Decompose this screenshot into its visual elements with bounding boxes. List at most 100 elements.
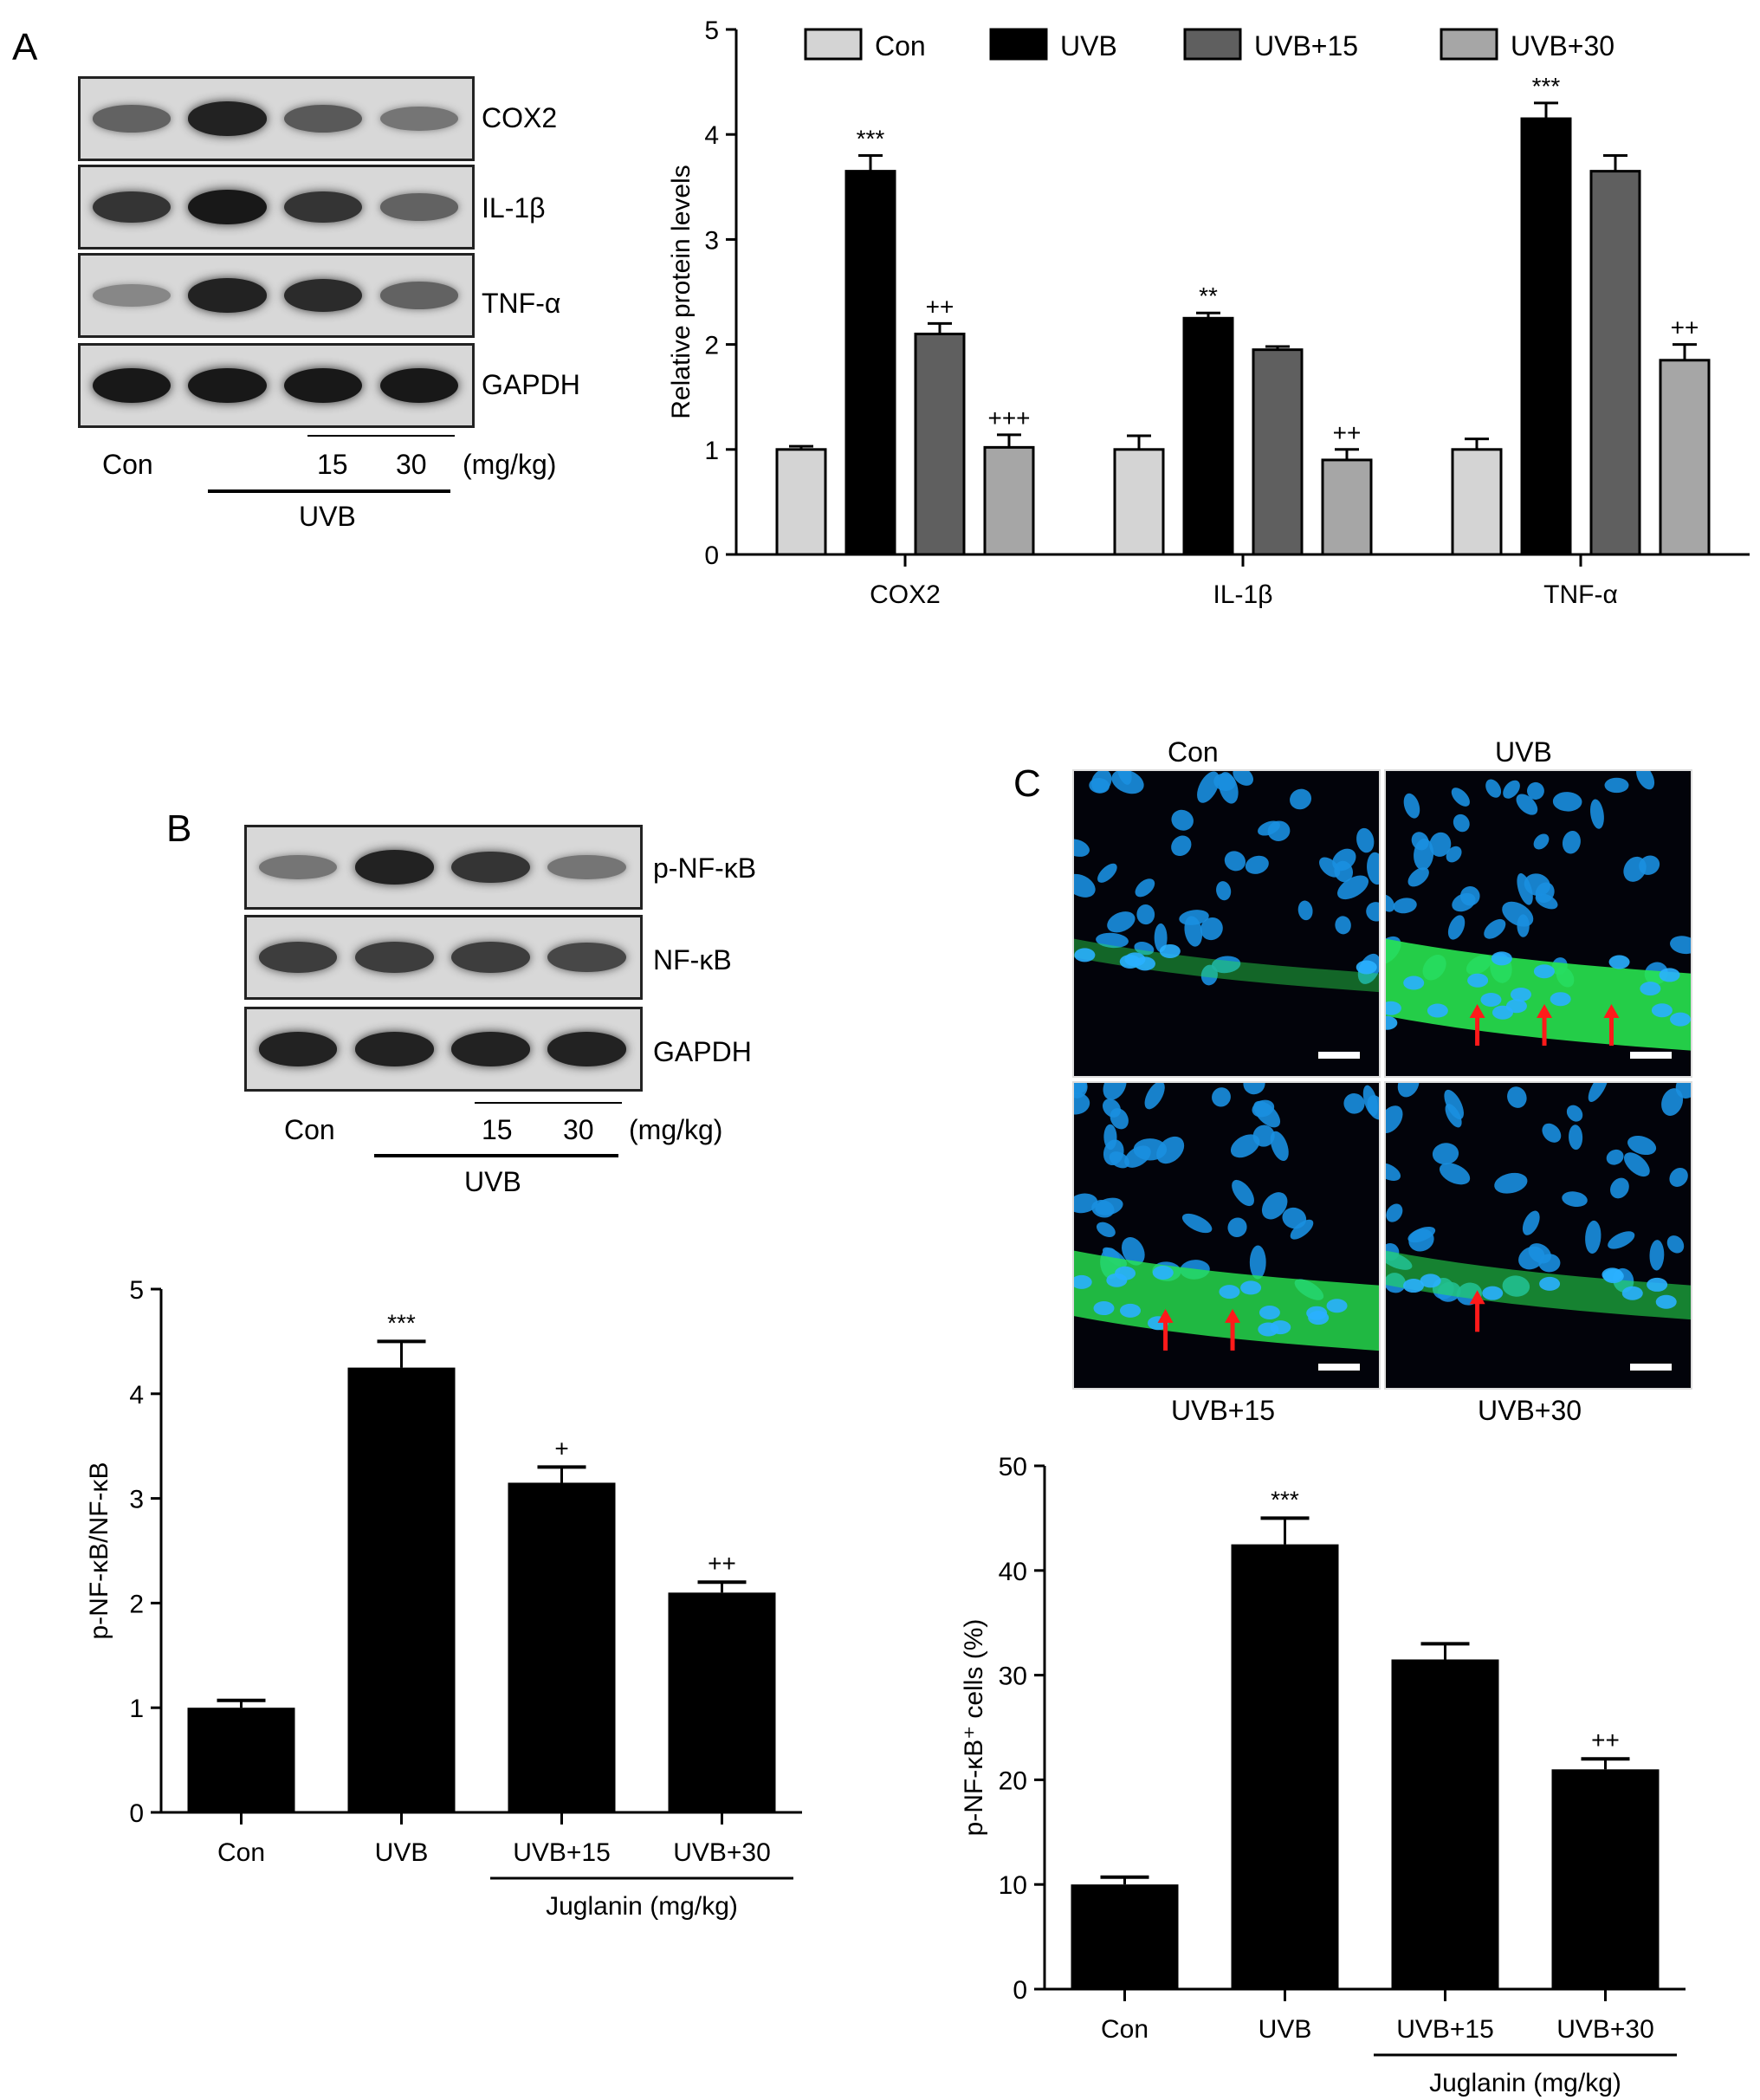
micrograph-uvb xyxy=(1384,769,1692,1078)
arrow-head xyxy=(1537,1004,1553,1018)
blot-band xyxy=(354,942,434,973)
nucleus xyxy=(1074,1193,1098,1214)
x-tick-label: UVB+30 xyxy=(673,1838,771,1867)
y-axis-label: p-NF-κB/NF-κB xyxy=(85,1462,113,1640)
nucleus xyxy=(1074,948,1096,962)
nucleus xyxy=(1649,1240,1665,1271)
nucleus xyxy=(1569,1125,1583,1150)
arrow-head xyxy=(1157,1308,1174,1323)
legend-label: Con xyxy=(875,30,926,62)
nucleus xyxy=(1332,848,1356,872)
legend-swatch xyxy=(1183,28,1242,61)
nucleus xyxy=(1610,1177,1629,1199)
blot-band xyxy=(354,1032,434,1066)
y-tick-label: 5 xyxy=(704,16,719,45)
green-stained-layer xyxy=(1386,938,1691,1051)
x-tick-label: TNF-α xyxy=(1543,580,1618,609)
nucleus xyxy=(1482,1286,1504,1300)
blot-band xyxy=(379,106,459,132)
nucleus xyxy=(1232,1179,1254,1207)
nucleus xyxy=(1120,1303,1142,1318)
nucleus xyxy=(1397,1083,1420,1098)
significance-label: ++ xyxy=(1333,419,1362,446)
uvb-label: UVB xyxy=(299,501,356,532)
nucleus xyxy=(1243,1083,1265,1095)
blot-band xyxy=(92,367,171,404)
blot-label-gapdh-b: GAPDH xyxy=(653,1036,752,1067)
nucleus xyxy=(1366,902,1379,922)
dose-underline xyxy=(307,435,455,437)
x-tick-label: UVB xyxy=(375,1838,429,1867)
bar xyxy=(187,1708,295,1812)
nucleus xyxy=(1393,898,1417,914)
nucleus xyxy=(1096,932,1129,949)
y-tick-label: 2 xyxy=(129,1590,144,1618)
blot-row-p-nfkb xyxy=(244,825,643,910)
blot-label-p-nfkb: p-NF-κB xyxy=(653,852,757,884)
nucleus xyxy=(1533,833,1550,850)
nucleus xyxy=(1566,1105,1583,1122)
nucleus xyxy=(1233,771,1254,786)
nucleus xyxy=(1647,1277,1668,1292)
nucleus xyxy=(1106,1273,1128,1287)
nucleus xyxy=(1096,1222,1116,1237)
nucleus xyxy=(1156,1136,1185,1164)
x-tick-label: UVB+15 xyxy=(1396,2015,1494,2044)
nucleus xyxy=(1407,867,1429,887)
nucleus xyxy=(1655,1294,1677,1309)
nucleus xyxy=(1427,1003,1448,1018)
nucleus xyxy=(1200,964,1218,986)
nucleus xyxy=(1408,1228,1434,1252)
nucleus xyxy=(1590,799,1604,829)
blot-label-il1b: IL-1β xyxy=(482,192,546,224)
blot-band xyxy=(188,189,267,225)
blot-band xyxy=(188,367,267,404)
y-tick-label: 3 xyxy=(704,226,719,255)
nucleus xyxy=(1107,911,1136,933)
nucleus xyxy=(1552,792,1582,812)
nucleus xyxy=(1451,788,1470,807)
uvb-underline xyxy=(208,489,450,493)
nucleus xyxy=(1403,793,1420,819)
nucleus xyxy=(1550,992,1571,1007)
nucleus xyxy=(1640,982,1661,996)
micrograph-uvb30 xyxy=(1384,1081,1692,1390)
nucleus xyxy=(1109,1151,1129,1169)
bar xyxy=(1071,1884,1179,1989)
y-tick-label: 5 xyxy=(129,1276,144,1305)
scale-bar xyxy=(1318,1364,1360,1371)
blot-band xyxy=(547,854,627,880)
nucleus xyxy=(1116,771,1132,785)
nucleus xyxy=(1386,1001,1401,1015)
nucleus xyxy=(1503,780,1520,799)
blot-row-gapdh xyxy=(78,343,475,428)
nucleus xyxy=(1245,855,1269,874)
chart-c-p-nfkb-positive-cells: 0 10 20 30 40 50 p-NF-κB⁺ cells (%) Con *** UVB UV… xyxy=(960,1453,1686,2097)
nucleus xyxy=(1659,968,1680,982)
nucleus xyxy=(1432,1143,1459,1165)
nucleus xyxy=(1453,813,1470,833)
nucleus xyxy=(1491,1005,1513,1020)
x-tick-label: COX2 xyxy=(870,580,941,609)
nucleus xyxy=(1356,827,1375,853)
micrograph-uvb15 xyxy=(1072,1081,1381,1390)
nucleus xyxy=(1524,873,1550,897)
blot-band xyxy=(258,1032,338,1066)
nucleus xyxy=(1606,1149,1624,1165)
bar xyxy=(1321,458,1373,556)
blot-row-il1b xyxy=(78,165,475,250)
significance-label: *** xyxy=(857,125,885,152)
bar xyxy=(668,1592,776,1812)
dose-unit-label-b: (mg/kg) xyxy=(629,1114,723,1145)
nucleus xyxy=(1386,1015,1398,1030)
blot-band xyxy=(379,193,459,221)
panel-label-a: A xyxy=(12,26,38,68)
blot-label-nfkb: NF-κB xyxy=(653,944,732,975)
nucleus xyxy=(1651,1003,1673,1018)
lane-label-con: Con xyxy=(102,449,153,480)
blot-row-gapdh-b xyxy=(244,1007,643,1092)
y-tick-label: 50 xyxy=(999,1453,1027,1481)
nucleus xyxy=(1527,781,1544,800)
nucleus xyxy=(1074,1092,1090,1115)
